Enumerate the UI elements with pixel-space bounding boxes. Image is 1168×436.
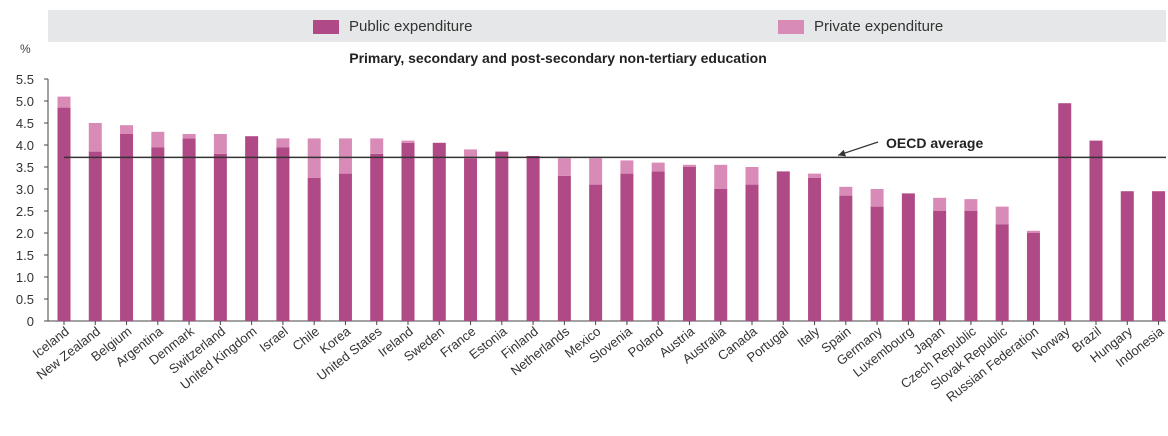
y-tick-label: 2.5	[16, 204, 34, 219]
bar-private	[213, 134, 227, 154]
bar-public	[589, 184, 603, 321]
bar-public	[839, 195, 853, 321]
bar-private	[88, 123, 102, 152]
bar-public	[464, 158, 478, 321]
bar-public	[526, 156, 540, 321]
bar-public	[213, 153, 227, 321]
y-tick-label: 1.0	[16, 270, 34, 285]
x-tick-label: Chile	[289, 324, 322, 354]
bar-public	[495, 151, 509, 321]
bar-public	[245, 136, 259, 321]
bar-private	[307, 138, 321, 178]
bar-private	[151, 131, 165, 148]
y-tick-label: 4.0	[16, 138, 34, 153]
bar-public	[901, 193, 915, 321]
bar-private	[464, 149, 478, 159]
bar-public	[401, 142, 415, 321]
bar-public	[57, 107, 71, 321]
y-tick-label: 0	[27, 314, 34, 329]
bar-public	[964, 211, 978, 321]
x-tick-label: Poland	[625, 324, 666, 361]
bar-private	[57, 96, 71, 108]
oecd-average-label: OECD average	[886, 135, 983, 151]
bar-public	[276, 147, 290, 321]
bar-public	[745, 184, 759, 321]
bar-private	[682, 164, 696, 167]
y-tick-label: 0.5	[16, 292, 34, 307]
y-axis-unit: %	[20, 42, 31, 56]
x-tick-label: Israel	[256, 323, 290, 354]
bar-public	[307, 178, 321, 321]
bar-public	[995, 224, 1009, 321]
y-tick-label: 1.5	[16, 248, 34, 263]
legend-public: Public expenditure	[313, 18, 472, 35]
x-tick-label: Italy	[794, 323, 822, 350]
bar-public	[1120, 191, 1134, 321]
bar-private	[276, 138, 290, 148]
bar-private	[870, 189, 884, 207]
legend-private-label: Private expenditure	[814, 18, 944, 35]
bar-private	[995, 206, 1009, 225]
public-swatch	[313, 19, 339, 34]
bar-public	[120, 134, 134, 321]
bar-private	[370, 138, 384, 154]
legend-band	[48, 10, 1166, 42]
chart-title: Primary, secondary and post-secondary no…	[349, 50, 767, 66]
legend-private: Private expenditure	[778, 18, 943, 35]
y-tick-label: 4.5	[16, 116, 34, 131]
legend-public-label: Public expenditure	[349, 18, 473, 35]
bar-public	[1026, 233, 1040, 321]
y-tick-label: 5.0	[16, 94, 34, 109]
bar-private	[557, 158, 571, 176]
bar-private	[620, 160, 634, 174]
bar-private	[651, 162, 665, 172]
bar-public	[338, 173, 352, 321]
bar-public	[432, 142, 446, 321]
y-tick-label: 2.0	[16, 226, 34, 241]
bar-private	[808, 173, 822, 178]
bar-public	[557, 175, 571, 321]
bar-public	[776, 171, 790, 321]
bar-private	[338, 138, 352, 174]
bar-public	[1152, 191, 1166, 321]
bar-private	[745, 167, 759, 185]
bar-private	[839, 186, 853, 196]
y-tick-label: 5.5	[16, 72, 34, 87]
bar-public	[370, 153, 384, 321]
bar-private	[182, 134, 196, 139]
bar-private	[964, 199, 978, 211]
bar-public	[151, 147, 165, 321]
bar-private	[401, 140, 415, 143]
bar-public	[1058, 103, 1072, 321]
bar-public	[682, 167, 696, 321]
bar-public	[1089, 140, 1103, 321]
bar-public	[182, 138, 196, 321]
annotation-arrow-head	[838, 149, 846, 157]
bar-private	[589, 158, 603, 185]
bar-public	[870, 206, 884, 321]
bar-private	[120, 125, 134, 134]
private-swatch	[778, 19, 804, 34]
bar-public	[651, 171, 665, 321]
y-tick-label: 3.5	[16, 160, 34, 175]
y-tick-label: 3.0	[16, 182, 34, 197]
bar-public	[620, 173, 634, 321]
bar-private	[1026, 230, 1040, 233]
bar-public	[808, 178, 822, 321]
bar-public	[714, 189, 728, 321]
bar-public	[933, 211, 947, 321]
bar-public	[88, 151, 102, 321]
bar-private	[933, 197, 947, 211]
bar-private	[714, 164, 728, 189]
